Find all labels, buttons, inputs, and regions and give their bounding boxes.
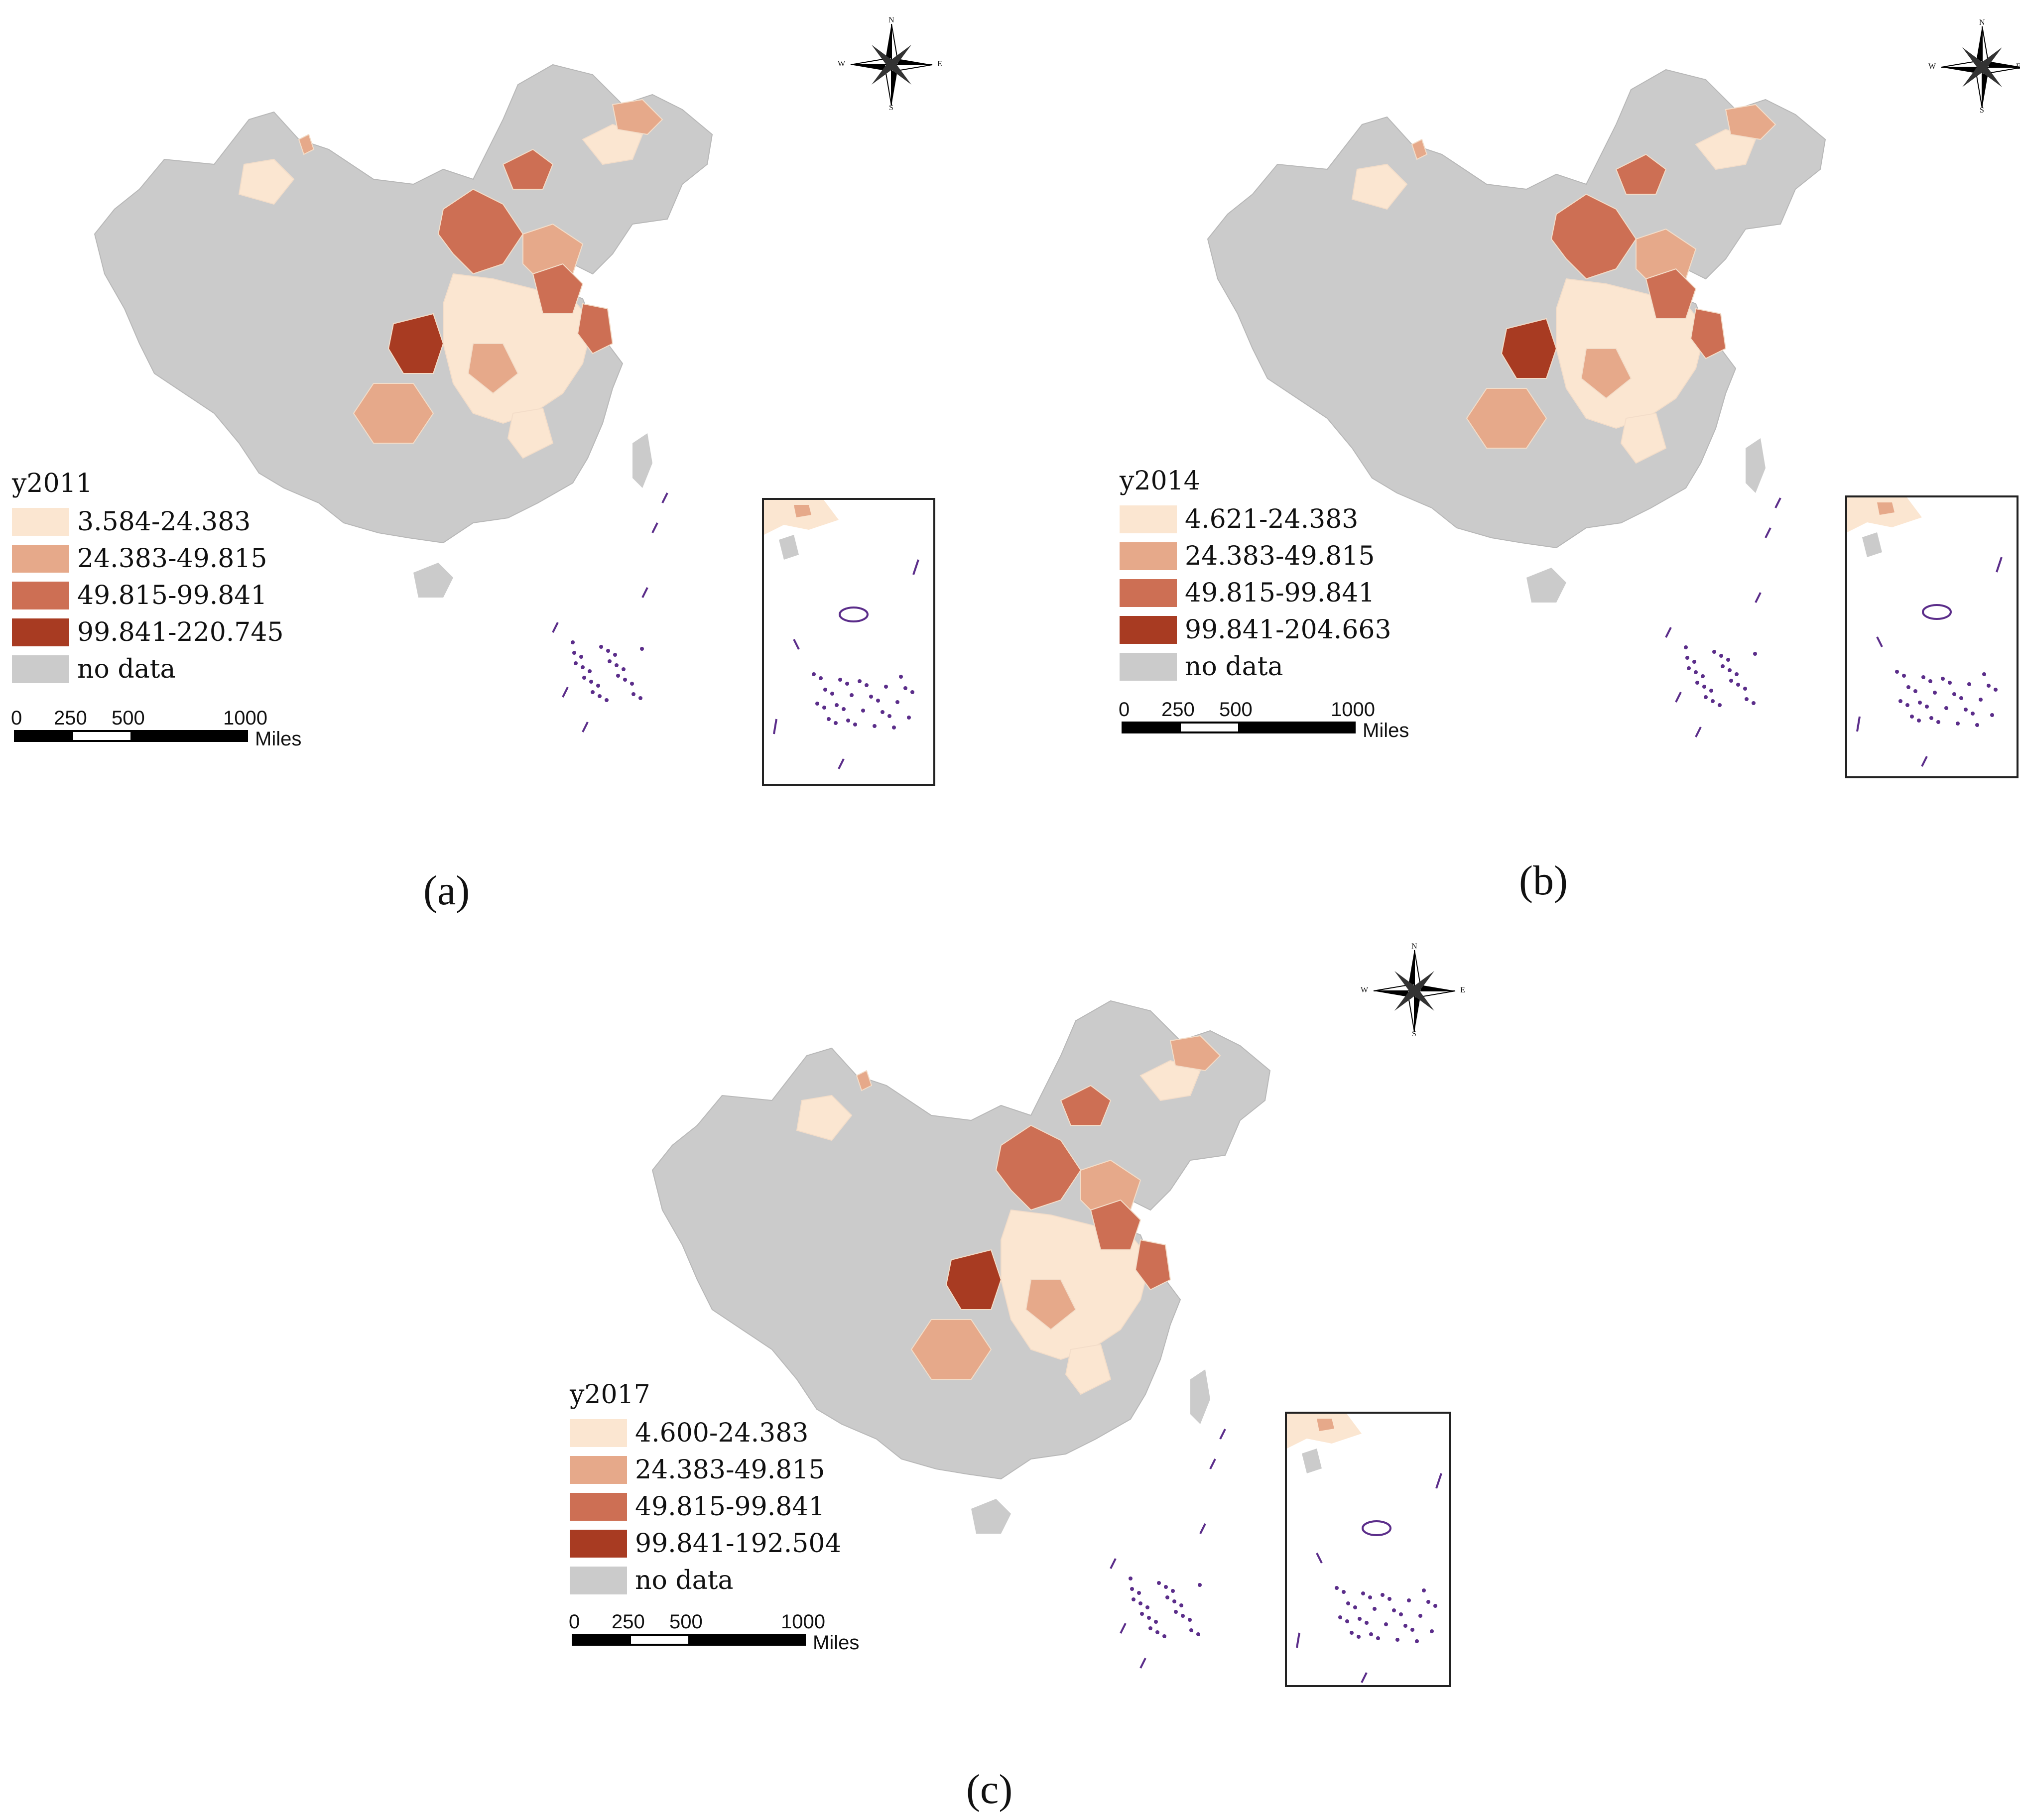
legend-label: no data [635,1566,734,1595]
legend-title: y2011 [12,469,93,498]
legend-item: no data [12,651,284,688]
scale-bar: 0 250 500 1000 Miles [569,1611,859,1654]
panel-label: (b) [1519,857,1568,904]
legend-swatch [12,545,69,573]
legend-item: 3.584-24.383 [12,503,284,540]
legend-swatch [12,508,69,536]
legend-item: 99.841-192.504 [570,1525,842,1562]
compass-w: W [1361,986,1369,994]
scale-tick: 250 [54,707,87,729]
legend-item: 24.383-49.815 [1120,538,1391,575]
legend-swatch [1120,579,1177,607]
legend-title: y2014 [1120,466,1200,496]
scale-tick: 0 [1119,699,1130,721]
compass-w: W [838,60,846,68]
legend-swatch [1120,542,1177,570]
legend-swatch [570,1456,627,1484]
compass-n: N [1979,18,1985,27]
scale-bar: 0 250 500 1000 Miles [1119,699,1409,741]
legend-label: 49.815-99.841 [635,1492,825,1522]
scale-unit: Miles [255,728,302,750]
compass-rose-icon: N S W E [1361,942,1465,1038]
legend-item: 49.815-99.841 [1120,575,1391,611]
panel-b: N S W E y2014 4.621-24.383 24.383-49.815… [1096,0,2020,921]
scale-tick: 1000 [781,1611,825,1633]
legend-item: 49.815-99.841 [12,577,284,614]
legend: y2014 4.621-24.383 24.383-49.815 49.815-… [1120,468,1391,685]
scale-tick: 250 [1161,699,1195,721]
compass-rose-icon: N S W E [1928,18,2020,115]
legend-swatch [12,618,69,646]
compass-n: N [1411,942,1417,951]
legend-swatch [1120,653,1177,681]
panel-a: N S W E y2011 3.584-24.383 24.383-49.815… [0,0,971,921]
legend-label: 24.383-49.815 [635,1455,825,1485]
legend-label: 24.383-49.815 [1185,541,1375,571]
legend-label: 24.383-49.815 [77,544,267,574]
scale-track [1122,722,1356,733]
legend-label: no data [1185,652,1283,682]
south-china-sea-inset [1845,495,2019,778]
legend-swatch [570,1530,627,1558]
scale-tick: 0 [569,1611,580,1633]
legend-item: 4.621-24.383 [1120,501,1391,538]
legend: y2017 4.600-24.383 24.383-49.815 49.815-… [570,1382,842,1599]
compass-e: E [2016,62,2020,71]
legend-label: 99.841-192.504 [635,1529,842,1559]
legend-label: 49.815-99.841 [1185,578,1375,608]
scale-track [572,1634,806,1646]
panel-label: (c) [966,1766,1013,1813]
scale-tick: 1000 [223,707,267,729]
china-choropleth-map [94,64,713,732]
compass-s: S [1980,106,1984,115]
legend-item: 99.841-204.663 [1120,611,1391,648]
scale-tick: 500 [112,707,145,729]
compass-w: W [1928,62,1936,71]
panel-label: (a) [423,867,470,914]
scale-bar: 0 250 500 1000 Miles [11,707,301,750]
compass-e: E [937,60,942,68]
compass-e: E [1460,986,1465,994]
legend-item: no data [1120,648,1391,685]
scale-unit: Miles [813,1632,860,1654]
compass-n: N [888,16,894,24]
legend-swatch [1120,505,1177,533]
legend-swatch [570,1419,627,1447]
scale-unit: Miles [1363,720,1409,741]
legend-swatch [570,1493,627,1521]
legend-label: 4.621-24.383 [1185,504,1359,534]
legend: y2011 3.584-24.383 24.383-49.815 49.815-… [12,471,284,688]
legend-label: 3.584-24.383 [77,507,251,537]
scale-tick: 0 [11,707,22,729]
legend-title: y2017 [570,1380,650,1410]
legend-label: no data [77,654,176,684]
legend-swatch [12,582,69,609]
scale-tick: 250 [612,1611,645,1633]
legend-item: 49.815-99.841 [570,1488,842,1525]
legend-swatch [1120,616,1177,644]
china-choropleth-map [1207,69,1826,737]
china-choropleth-map [651,1000,1271,1669]
legend-item: 24.383-49.815 [12,540,284,577]
legend-swatch [12,655,69,683]
legend-swatch [570,1567,627,1594]
legend-label: 49.815-99.841 [77,581,267,610]
compass-s: S [1412,1030,1416,1038]
legend-item: 24.383-49.815 [570,1452,842,1488]
legend-label: 4.600-24.383 [635,1418,809,1448]
scale-tick: 500 [1219,699,1253,721]
panel-c: N S W E y2017 4.600-24.383 24.383-49.815… [548,936,1519,1820]
scale-tick: 1000 [1331,699,1375,721]
south-china-sea-inset [762,498,935,786]
scale-track [14,730,248,742]
scale-tick: 500 [669,1611,703,1633]
legend-label: 99.841-204.663 [1185,615,1391,645]
legend-label: 99.841-220.745 [77,617,284,647]
legend-item: 99.841-220.745 [12,614,284,651]
compass-rose-icon: N S W E [838,16,942,112]
legend-item: 4.600-24.383 [570,1415,842,1452]
legend-item: no data [570,1562,842,1599]
compass-s: S [889,104,893,112]
south-china-sea-inset [1285,1412,1451,1687]
